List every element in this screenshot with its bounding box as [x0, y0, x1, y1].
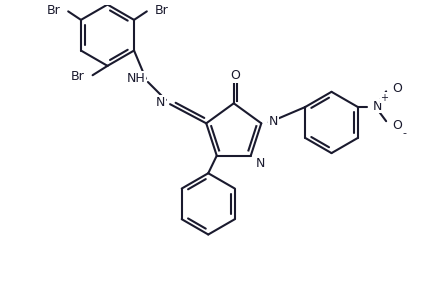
- Text: O: O: [230, 69, 240, 82]
- Text: N: N: [256, 157, 265, 170]
- Text: Br: Br: [71, 70, 85, 83]
- Text: +: +: [381, 93, 389, 103]
- Text: O: O: [392, 119, 402, 132]
- Text: N: N: [156, 96, 165, 109]
- Text: O: O: [392, 82, 402, 95]
- Text: Br: Br: [47, 4, 61, 17]
- Text: NH: NH: [127, 72, 146, 85]
- Text: -: -: [403, 129, 407, 139]
- Text: Br: Br: [154, 4, 168, 17]
- Text: N: N: [373, 100, 382, 113]
- Text: N: N: [269, 115, 278, 128]
